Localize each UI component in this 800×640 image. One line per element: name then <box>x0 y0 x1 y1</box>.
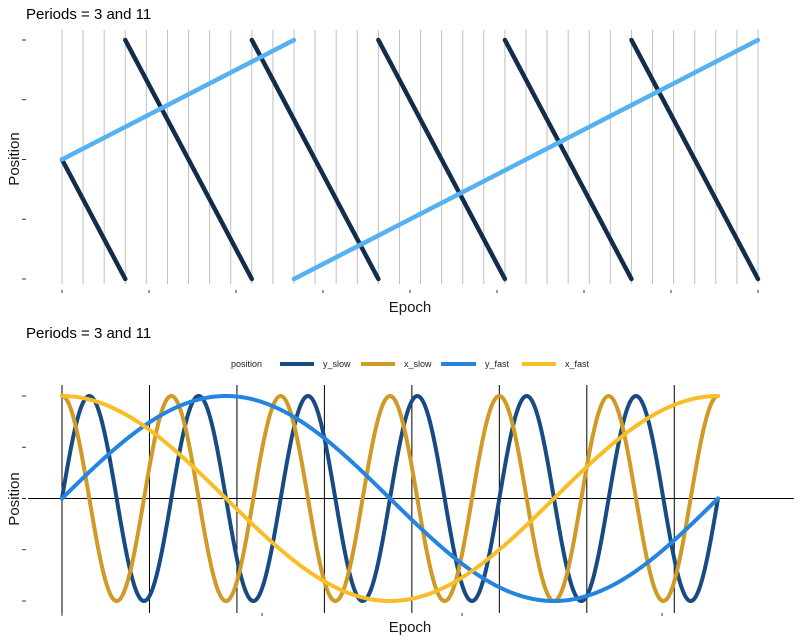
chart-2-title: Periods = 3 and 11 <box>26 325 151 342</box>
chart-1-series <box>59 37 761 282</box>
chart-2-y-axis-label: Position <box>6 472 23 525</box>
chart-2-series-y-fast <box>60 394 720 603</box>
chart-2-series-x-fast <box>60 394 720 603</box>
legend-label-x-fast: x_fast <box>565 359 590 369</box>
chart-1-title: Periods = 3 and 11 <box>26 6 151 23</box>
chart-2-series-x-slow <box>60 394 720 603</box>
chart-1-series-dark-segment <box>59 157 128 282</box>
chart-1-series-light-segment <box>291 37 761 282</box>
chart-1-series-dark-segment <box>249 37 381 282</box>
chart-1-series-dark-segment <box>376 37 508 282</box>
legend-label-x-slow: x_slow <box>404 359 432 369</box>
legend-item-x-slow: x_slow <box>361 359 432 369</box>
chart-2: Periods = 3 and 11 position y_slow x_slo… <box>6 325 794 636</box>
chart-2-axis-ticks <box>22 395 663 616</box>
chart-1-series-light-segment <box>59 37 297 162</box>
chart-1: Periods = 3 and 11 Epoch Position <box>6 6 761 316</box>
chart-1-x-axis-label: Epoch <box>389 299 432 316</box>
chart-2-legend: position y_slow x_slow y_fast x_fast <box>231 359 590 369</box>
chart-1-axis-ticks <box>22 39 759 293</box>
chart-1-gridlines <box>61 30 759 284</box>
chart-2-series <box>60 394 720 603</box>
legend-label-y-fast: y_fast <box>485 359 510 369</box>
legend-item-x-fast: x_fast <box>522 359 590 369</box>
chart-1-series-dark-segment <box>629 37 761 282</box>
chart-2-x-axis-label: Epoch <box>389 619 432 636</box>
chart-1-y-axis-label: Position <box>6 132 23 185</box>
legend-item-y-slow: y_slow <box>280 359 351 369</box>
legend-item-y-fast: y_fast <box>441 359 510 369</box>
chart-1-series-dark-segment <box>123 37 255 282</box>
legend-label-y-slow: y_slow <box>323 359 351 369</box>
chart-1-series-dark-segment <box>502 37 634 282</box>
legend-title: position <box>231 359 262 369</box>
